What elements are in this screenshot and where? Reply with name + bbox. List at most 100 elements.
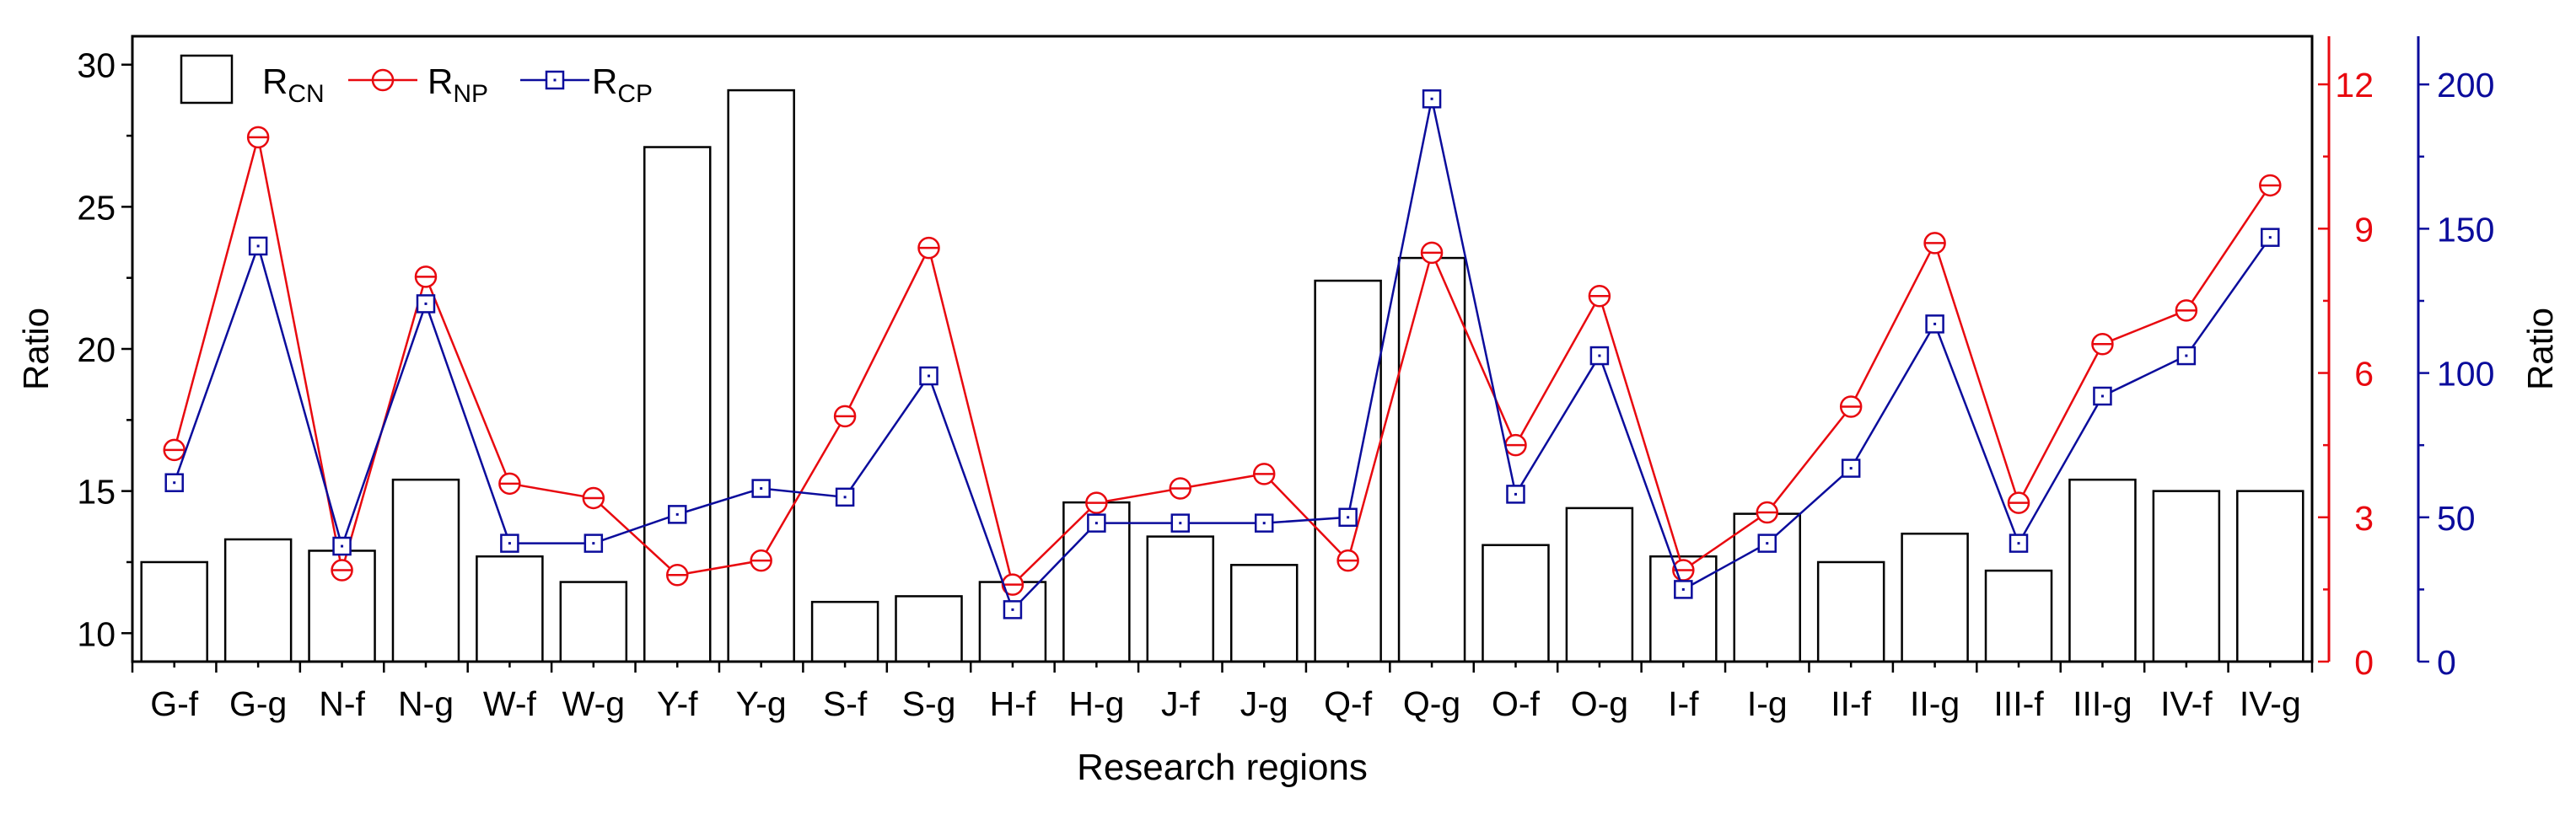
legend-swatch-rcn	[180, 54, 234, 105]
point-rcp-I-f-dot	[1681, 587, 1685, 591]
legend-marker-rcp-dot	[553, 78, 557, 82]
x-tick-label-J-g: J-g	[1240, 684, 1288, 723]
bar-Q-f	[1314, 279, 1382, 663]
x-tick-label-J-f: J-f	[1161, 684, 1200, 723]
point-rcp-H-f-dot	[1011, 608, 1014, 611]
x-tick-label-Y-f: Y-f	[657, 684, 698, 723]
y-right2-tick-label: 150	[2437, 210, 2494, 249]
bar-G-g	[223, 538, 293, 663]
y-right2-tick-label: 50	[2437, 499, 2476, 538]
point-rcp-III-f-dot	[2017, 542, 2020, 545]
x-tick-label-O-g: O-g	[1571, 684, 1628, 723]
x-tick-label-H-f: H-f	[990, 684, 1036, 723]
bar-N-g	[391, 478, 460, 663]
bar-Y-g	[727, 88, 795, 663]
x-tick-label-IV-f: IV-f	[2160, 684, 2213, 723]
point-rcp-Y-g-dot	[760, 487, 763, 491]
legend-label-rcp: RCP	[592, 62, 653, 108]
x-tick-label-G-f: G-f	[150, 684, 199, 723]
y-right1-tick-label: 12	[2335, 66, 2374, 105]
y-right1-tick-label: 6	[2354, 355, 2374, 394]
point-rcp-IV-f-dot	[2185, 354, 2188, 357]
bar-S-f	[810, 600, 879, 663]
y-axis-label-left: Ratio	[16, 308, 56, 390]
line-rcp	[173, 99, 2272, 612]
legend: RCN RNP RCP	[180, 54, 653, 108]
point-rcp-H-g-dot	[1094, 522, 1098, 525]
bar-J-f	[1146, 535, 1215, 663]
x-tick-label-S-g: S-g	[902, 684, 956, 723]
x-tick-label-S-f: S-f	[823, 684, 868, 723]
x-tick-label-O-f: O-f	[1492, 684, 1541, 723]
y-left-tick-label: 20	[77, 330, 116, 369]
x-tick-label-G-g: G-g	[229, 684, 287, 723]
x-tick-label-III-g: III-g	[2073, 684, 2132, 723]
x-axis-label: Research regions	[1077, 747, 1368, 788]
point-rcp-IV-g-dot	[2268, 236, 2272, 239]
point-rcp-II-g-dot	[1933, 322, 1937, 325]
line-layer	[163, 89, 2282, 619]
x-tick-label-H-g: H-g	[1068, 684, 1124, 723]
point-rcp-Y-f-dot	[675, 512, 679, 516]
x-tick-label-N-g: N-g	[398, 684, 454, 723]
point-rcp-J-f-dot	[1179, 522, 1182, 525]
point-rcp-S-g-dot	[928, 374, 931, 378]
point-rcp-O-f-dot	[1514, 492, 1517, 496]
point-rcp-I-g-dot	[1766, 542, 1769, 545]
y-left-tick-label: 15	[77, 473, 116, 512]
legend-label-rnp: RNP	[428, 62, 488, 108]
bar-W-g	[559, 581, 628, 663]
point-rcp-III-g-dot	[2100, 394, 2104, 398]
x-tick-label-Y-g: Y-g	[736, 684, 787, 723]
y-right2-tick-label: 100	[2437, 355, 2494, 394]
x-tick-label-II-f: II-f	[1831, 684, 1871, 723]
point-rcp-S-f-dot	[843, 496, 847, 499]
point-rcp-Q-g-dot	[1430, 97, 1433, 100]
bar-W-f	[476, 555, 544, 663]
x-tick-label-N-f: N-f	[319, 684, 365, 723]
y-axis-label-right: Ratio	[2520, 308, 2560, 390]
point-rcp-W-g-dot	[592, 542, 595, 545]
bar-J-g	[1229, 564, 1299, 663]
bar-IV-f	[2152, 490, 2221, 663]
y-right1-tick-label: 0	[2354, 643, 2374, 682]
y-right2-tick-label: 0	[2437, 643, 2456, 682]
point-rcp-N-f-dot	[341, 544, 344, 548]
point-rcp-J-g-dot	[1262, 522, 1266, 525]
x-tick-label-Q-g: Q-g	[1403, 684, 1460, 723]
point-rcp-II-f-dot	[1849, 467, 1853, 470]
point-rcp-Q-f-dot	[1347, 516, 1350, 519]
y-right2-tick-label: 200	[2437, 66, 2494, 105]
bar-III-g	[2068, 478, 2137, 663]
bar-S-g	[895, 595, 963, 663]
x-tick-label-IV-g: IV-g	[2240, 684, 2301, 723]
x-tick-label-I-f: I-f	[1668, 684, 1699, 723]
point-rcp-N-g-dot	[424, 302, 428, 305]
x-tick-label-III-f: III-f	[1993, 684, 2044, 723]
point-rcp-W-f-dot	[508, 542, 511, 545]
x-tick-label-Q-f: Q-f	[1324, 684, 1373, 723]
line-rnp	[173, 137, 2272, 587]
bar-O-g	[1565, 507, 1634, 663]
bar-G-f	[140, 560, 208, 663]
y-right1-tick-label: 9	[2354, 210, 2374, 249]
point-rcp-G-g-dot	[256, 244, 260, 248]
x-tick-label-I-g: I-g	[1747, 684, 1788, 723]
x-tick-label-W-g: W-g	[562, 684, 625, 723]
bar-II-f	[1816, 560, 1885, 663]
point-rcp-O-g-dot	[1598, 354, 1601, 357]
y-left-tick-label: 30	[77, 46, 116, 85]
y-left-tick-label: 25	[77, 188, 116, 227]
y-left-tick-label: 10	[77, 614, 116, 653]
x-tick-label-W-f: W-f	[483, 684, 537, 723]
bar-O-f	[1482, 544, 1550, 663]
x-tick-label-II-g: II-g	[1910, 684, 1960, 723]
y-right1-tick-label: 3	[2354, 499, 2374, 538]
point-rcp-G-f-dot	[173, 481, 176, 485]
bar-II-g	[1901, 532, 1969, 663]
bar-IV-g	[2236, 490, 2304, 663]
bar-III-f	[1984, 569, 2053, 663]
legend-label-rcn: RCN	[262, 62, 325, 108]
axes-layer: G-f G-g N-f N-g W-f W-g Y-f Y-g S-f S-g H-f H-g J-f J…	[77, 36, 2494, 723]
